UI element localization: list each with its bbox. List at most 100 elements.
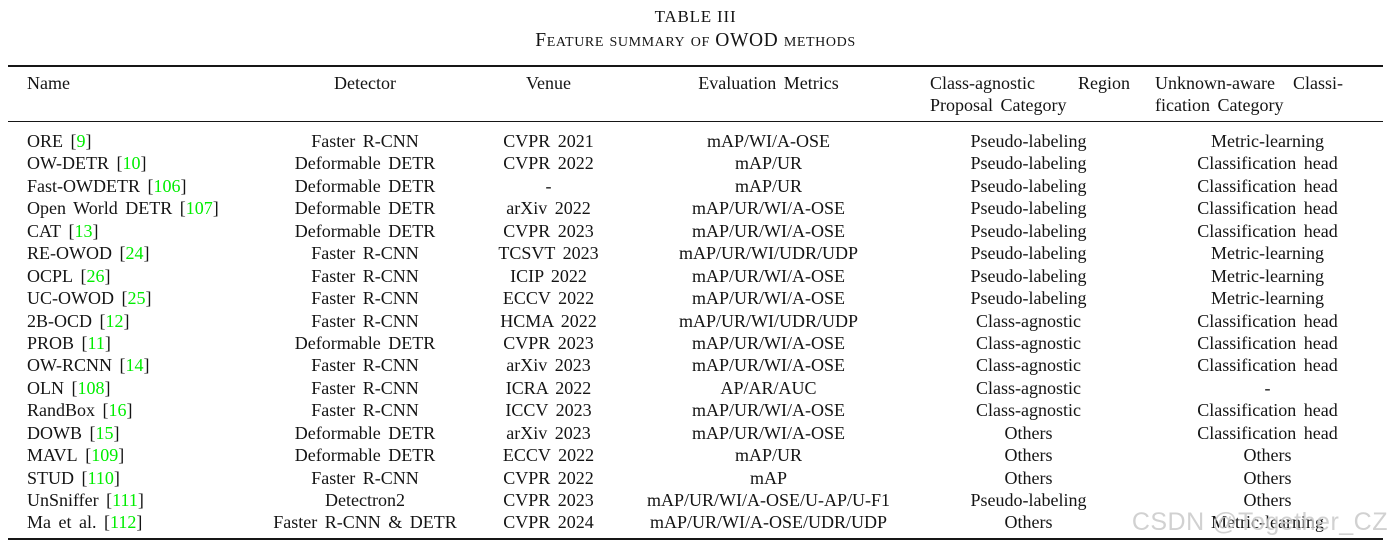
venue-cell: CVPR 2021 <box>503 131 594 151</box>
proposal-category-cell: Pseudo-labeling <box>970 265 1087 286</box>
classification-category-cell: Classification head <box>1197 220 1338 241</box>
detector-cell: Deformable DETR <box>294 422 436 443</box>
citation-link[interactable]: 11 <box>87 332 105 353</box>
venue-cell: TCSVT 2023 <box>498 243 599 264</box>
citation-close-bracket: ] <box>118 445 125 466</box>
citation-open-bracket: [ <box>77 445 92 466</box>
header-venue: Venue <box>526 73 571 93</box>
citation-link[interactable]: 112 <box>109 512 137 533</box>
header-proposal-text-right: Region <box>1078 73 1130 93</box>
method-name-cell: STUD [110] <box>8 467 265 489</box>
citation-link[interactable]: 110 <box>87 467 114 488</box>
citation-open-bracket: [ <box>82 422 96 443</box>
method-name: OLN <box>27 377 64 398</box>
evaluation-metrics-cell: mAP/UR/WI/A-OSE <box>692 198 845 219</box>
table-header-row: Name Detector Venue Evaluation Metrics C… <box>8 72 1383 116</box>
citation-link[interactable]: 106 <box>153 175 181 196</box>
method-name: RandBox <box>27 400 96 421</box>
method-name: OW-DETR <box>27 153 109 174</box>
citation-link[interactable]: 14 <box>125 355 144 376</box>
method-name: ORE <box>27 131 63 151</box>
table-top-rule <box>8 64 1383 67</box>
venue-cell: ICRA 2022 <box>505 377 592 398</box>
citation-open-bracket: [ <box>111 243 126 264</box>
method-name-cell: OLN [108] <box>8 377 265 399</box>
evaluation-metrics-cell: mAP/UR <box>734 175 803 196</box>
header-evaluation-metrics: Evaluation Metrics <box>698 73 839 93</box>
citation-link[interactable]: 108 <box>77 377 105 398</box>
proposal-category-cell: Class-agnostic <box>976 377 1081 398</box>
citation-close-bracket: ] <box>123 310 130 331</box>
detector-cell: Faster R-CNN <box>311 288 419 309</box>
evaluation-metrics-cell: mAP/UR <box>734 153 803 174</box>
classification-category-cell: Classification head <box>1197 198 1338 219</box>
table-bottom-rule <box>8 537 1383 540</box>
detector-cell: Deformable DETR <box>294 332 436 353</box>
detector-cell: Faster R-CNN & DETR <box>273 512 457 533</box>
proposal-category-cell: Pseudo-labeling <box>970 153 1087 174</box>
detector-cell: Deformable DETR <box>294 198 436 219</box>
citation-close-bracket: ] <box>145 288 152 309</box>
method-name-cell: RE-OWOD [24] <box>8 242 265 264</box>
proposal-category-cell: Class-agnostic <box>976 332 1081 353</box>
header-classification-text-left: Unknown-aware <box>1155 73 1275 93</box>
citation-link[interactable]: 107 <box>185 198 213 219</box>
table-number: TABLE III <box>654 7 737 26</box>
citation-link[interactable]: 15 <box>95 422 114 443</box>
citation-link[interactable]: 13 <box>74 220 93 241</box>
classification-category-cell: Others <box>1243 490 1292 510</box>
citation-link[interactable]: 26 <box>86 265 105 286</box>
citation-open-bracket: [ <box>73 265 87 286</box>
classification-category-cell: Classification head <box>1197 355 1338 376</box>
classification-category-cell: Classification head <box>1197 400 1338 421</box>
classification-category-cell: Others <box>1243 445 1292 466</box>
citation-link[interactable]: 25 <box>127 288 146 309</box>
table-caption: TABLE III Feature summary of OWOD method… <box>0 6 1391 53</box>
citation-open-bracket: [ <box>112 355 126 376</box>
classification-category-cell: Classification head <box>1197 153 1338 174</box>
method-name-cell: UC-OWOD [25] <box>8 287 265 309</box>
method-name: OW-RCNN <box>27 355 112 376</box>
citation-link[interactable]: 10 <box>122 153 141 174</box>
venue-cell: arXiv 2023 <box>506 355 591 376</box>
citation-close-bracket: ] <box>92 220 99 241</box>
citation-close-bracket: ] <box>113 467 120 488</box>
venue-cell: ICCV 2023 <box>505 400 592 421</box>
classification-category-cell: Metric-learning <box>1211 265 1324 286</box>
watermark: CSDN @Together_CZ <box>1131 508 1388 536</box>
method-name-cell: UnSniffer [111] <box>8 489 265 511</box>
venue-cell: CVPR 2024 <box>503 512 594 533</box>
evaluation-metrics-cell: mAP/UR/WI/A-OSE <box>692 220 845 241</box>
citation-close-bracket: ] <box>136 512 143 533</box>
table-row: OW-RCNN [14] Faster R-CNN arXiv 2023 mAP… <box>8 354 1383 376</box>
classification-category-cell: Classification head <box>1197 422 1338 443</box>
method-name-cell: Ma et al. [112] <box>8 511 265 533</box>
citation-open-bracket: [ <box>114 288 128 309</box>
proposal-category-cell: Pseudo-labeling <box>970 175 1087 196</box>
venue-cell: ECCV 2022 <box>502 445 595 466</box>
evaluation-metrics-cell: mAP/WI/A-OSE <box>707 131 830 151</box>
citation-close-bracket: ] <box>113 422 120 443</box>
evaluation-metrics-cell: mAP/UR <box>734 445 803 466</box>
header-proposal-text-left: Class-agnostic <box>930 73 1035 93</box>
evaluation-metrics-cell: mAP/UR/WI/A-OSE <box>692 355 845 376</box>
table-row: OLN [108] Faster R-CNN ICRA 2022 AP/AR/A… <box>8 377 1383 399</box>
detector-cell: Detectron2 <box>325 490 405 510</box>
classification-category-cell: - <box>1264 377 1271 398</box>
citation-link[interactable]: 109 <box>91 445 119 466</box>
evaluation-metrics-cell: mAP/UR/WI/A-OSE/UDR/UDP <box>649 512 887 533</box>
citation-link[interactable]: 9 <box>76 131 86 151</box>
classification-category-cell: Metric-learning <box>1211 288 1324 309</box>
citation-link[interactable]: 111 <box>112 490 138 510</box>
table-row: CAT [13] Deformable DETR CVPR 2023 mAP/U… <box>8 220 1383 242</box>
proposal-category-cell: Others <box>1004 512 1053 533</box>
table-row: MAVL [109] Deformable DETR ECCV 2022 mAP… <box>8 444 1383 466</box>
table-row: RandBox [16] Faster R-CNN ICCV 2023 mAP/… <box>8 399 1383 421</box>
proposal-category-cell: Others <box>1004 467 1053 488</box>
citation-link[interactable]: 16 <box>108 400 127 421</box>
method-name-cell: Fast-OWDETR [106] <box>8 175 265 197</box>
header-separator-rule <box>8 120 1383 123</box>
citation-link[interactable]: 24 <box>125 243 144 264</box>
proposal-category-cell: Class-agnostic <box>976 310 1081 331</box>
citation-link[interactable]: 12 <box>105 310 124 331</box>
